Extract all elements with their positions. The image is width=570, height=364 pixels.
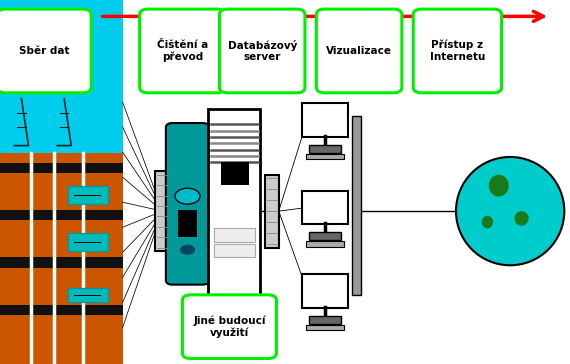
- Bar: [0, 305, 123, 315]
- Bar: [178, 210, 197, 237]
- Ellipse shape: [515, 211, 529, 226]
- Bar: [309, 145, 341, 153]
- Bar: [214, 244, 255, 257]
- Bar: [306, 325, 344, 331]
- FancyBboxPatch shape: [166, 123, 209, 285]
- Ellipse shape: [456, 157, 564, 265]
- Bar: [309, 316, 341, 324]
- Bar: [0, 257, 123, 268]
- FancyBboxPatch shape: [413, 9, 502, 93]
- Bar: [68, 288, 108, 302]
- Bar: [214, 229, 255, 242]
- Ellipse shape: [482, 215, 493, 229]
- FancyBboxPatch shape: [219, 9, 305, 93]
- Text: Sběr dat: Sběr dat: [19, 46, 70, 56]
- Bar: [0, 0, 123, 153]
- FancyBboxPatch shape: [182, 295, 276, 359]
- Text: Jiné budoucí
využití: Jiné budoucí využití: [193, 315, 266, 338]
- Text: Vizualizace: Vizualizace: [326, 46, 392, 56]
- FancyBboxPatch shape: [140, 9, 225, 93]
- Bar: [0, 210, 123, 220]
- Text: Databázový
server: Databázový server: [227, 40, 297, 62]
- Bar: [0, 163, 123, 173]
- FancyBboxPatch shape: [302, 274, 348, 308]
- Ellipse shape: [488, 175, 509, 197]
- Bar: [306, 241, 344, 247]
- Text: Přístup z
Internetu: Přístup z Internetu: [430, 40, 485, 62]
- FancyBboxPatch shape: [316, 9, 402, 93]
- Text: Čištění a
převod: Čištění a převod: [157, 40, 208, 62]
- Bar: [68, 186, 108, 204]
- Bar: [352, 116, 361, 295]
- FancyBboxPatch shape: [302, 190, 348, 224]
- FancyBboxPatch shape: [0, 9, 91, 93]
- Circle shape: [175, 188, 200, 204]
- Bar: [0, 153, 123, 364]
- Circle shape: [181, 245, 194, 254]
- Bar: [208, 298, 260, 313]
- Bar: [309, 232, 341, 240]
- FancyBboxPatch shape: [302, 103, 348, 137]
- Bar: [306, 154, 344, 159]
- Bar: [68, 233, 108, 251]
- Bar: [221, 162, 250, 185]
- Bar: [208, 109, 260, 298]
- Bar: [265, 175, 279, 248]
- FancyBboxPatch shape: [155, 171, 170, 251]
